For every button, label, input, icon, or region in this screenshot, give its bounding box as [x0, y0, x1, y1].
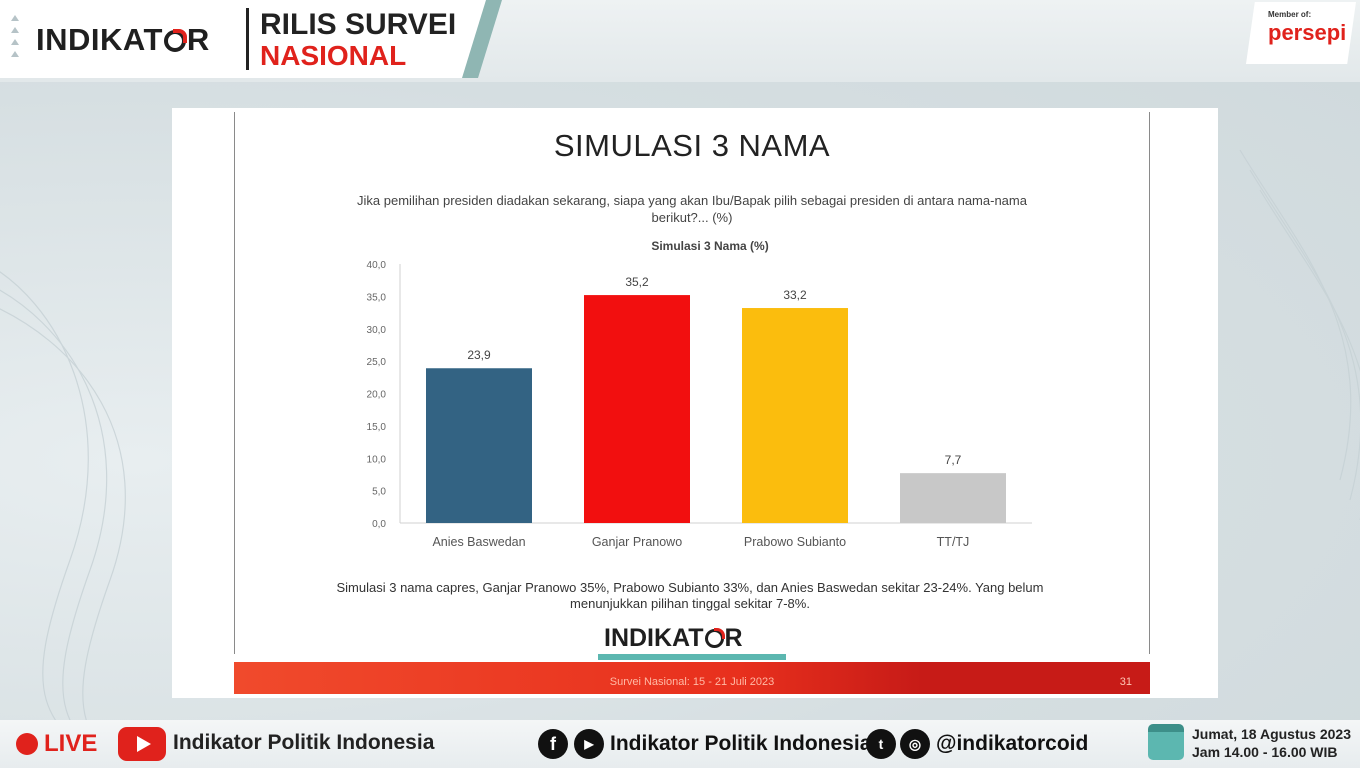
- social-name: Indikator Politik Indonesia: [610, 732, 872, 755]
- slide-caption: Simulasi 3 nama capres, Ganjar Pranowo 3…: [336, 580, 1044, 611]
- youtube-icon[interactable]: [118, 727, 166, 761]
- logo-underline: [598, 654, 786, 660]
- bar-value-label: 35,2: [625, 275, 649, 289]
- header-divider: [246, 8, 249, 70]
- scroll-arrows-icon: [9, 12, 21, 63]
- bar-value-label: 23,9: [467, 348, 491, 362]
- bar: [584, 295, 690, 523]
- broadcast-date: Jumat, 18 Agustus 2023: [1192, 726, 1351, 742]
- bar-value-label: 7,7: [945, 453, 962, 467]
- logo-o-icon: [163, 29, 187, 52]
- social-handle: @indikatorcoid: [936, 732, 1089, 755]
- bar: [900, 473, 1006, 523]
- y-tick-label: 0,0: [372, 519, 386, 530]
- slide: [172, 108, 1218, 698]
- y-tick-label: 30,0: [367, 325, 387, 336]
- slide-title: SIMULASI 3 NAMA: [553, 128, 831, 163]
- bar-chart: Simulasi 3 Nama (%) 0,0 5,0 10,0 15,0 20,0 25,…: [367, 239, 1032, 549]
- bar: [742, 308, 848, 523]
- channel-name: Indikator Politik Indonesia: [173, 731, 435, 754]
- y-tick-label: 15,0: [367, 422, 387, 433]
- calendar-icon: [1148, 724, 1184, 760]
- bar: [426, 368, 532, 523]
- twitter-icon[interactable]: t: [866, 729, 896, 759]
- y-tick-label: 20,0: [367, 390, 387, 401]
- x-tick-label: Ganjar Pranowo: [592, 535, 682, 549]
- indikator-logo: INDIKAT R: [36, 22, 210, 57]
- broadcast-time: Jam 14.00 - 16.00 WIB: [1192, 744, 1338, 760]
- header-title-line1: RILIS SURVEI: [260, 8, 457, 41]
- member-badge: Member of: persepi: [1246, 2, 1356, 64]
- slide-footer: Survei Nasional: 15 - 21 Juli 2023 31: [234, 662, 1150, 694]
- bar-value-label: 33,2: [783, 288, 807, 302]
- youtube-round-icon[interactable]: ▶: [574, 729, 604, 759]
- member-label: Member of:: [1268, 10, 1312, 19]
- x-tick-label: TT/TJ: [937, 535, 970, 549]
- member-name: persepi: [1268, 20, 1347, 45]
- facebook-icon[interactable]: f: [538, 729, 568, 759]
- y-tick-label: 25,0: [367, 357, 387, 368]
- survey-period: Survei Nasional: 15 - 21 Juli 2023: [609, 676, 775, 688]
- logo-o-icon: [704, 628, 725, 648]
- survey-question: Jika pemilihan presiden diadakan sekaran…: [357, 193, 1027, 225]
- chart-title: Simulasi 3 Nama (%): [651, 239, 768, 253]
- page-number: 31: [1119, 676, 1132, 688]
- y-tick-label: 5,0: [372, 487, 386, 498]
- slide-frame: [234, 112, 1150, 654]
- header-title-line2: NASIONAL: [260, 40, 407, 71]
- y-tick-label: 40,0: [367, 260, 387, 271]
- instagram-icon[interactable]: ◎: [900, 729, 930, 759]
- x-tick-label: Anies Baswedan: [432, 535, 525, 549]
- x-tick-label: Prabowo Subianto: [744, 535, 846, 549]
- live-label: LIVE: [44, 730, 98, 757]
- indikator-footer-logo: INDIKAT R: [604, 624, 743, 652]
- bottom-banner: [0, 720, 1360, 768]
- y-tick-label: 10,0: [367, 454, 387, 465]
- live-dot-icon: [16, 733, 38, 755]
- header-panel: [0, 0, 490, 78]
- y-tick-label: 35,0: [367, 292, 387, 303]
